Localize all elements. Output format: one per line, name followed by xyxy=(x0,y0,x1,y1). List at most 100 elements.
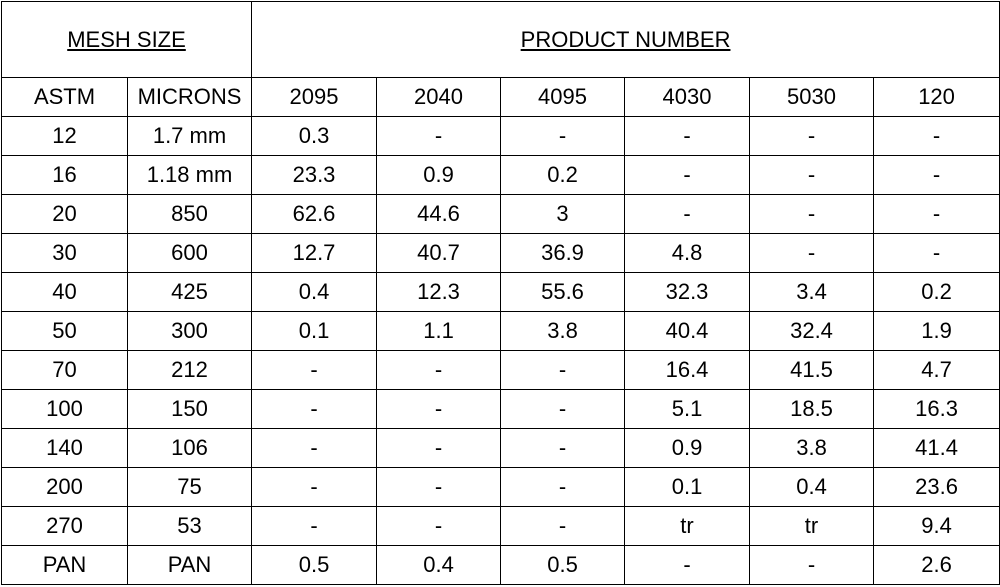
cell: 62.6 xyxy=(251,194,378,234)
cell: 5.1 xyxy=(624,389,751,429)
group-header: MESH SIZE xyxy=(0,1,253,78)
cell: 0.2 xyxy=(500,155,626,195)
cell: 0.5 xyxy=(251,545,378,585)
cell: - xyxy=(376,428,502,468)
column-header: 4095 xyxy=(500,77,626,117)
cell: 70 xyxy=(1,350,128,390)
cell: - xyxy=(749,194,875,234)
cell: - xyxy=(251,350,378,390)
cell: 1.7 mm xyxy=(126,116,253,156)
cell: - xyxy=(624,155,751,195)
data-row: PAN PAN 0.5 0.4 0.5- -2.6 xyxy=(1,545,1000,585)
cell: - xyxy=(873,233,1000,273)
cell: 1.1 xyxy=(376,311,502,351)
cell: 150 xyxy=(126,389,253,429)
column-header: ASTM xyxy=(1,77,128,117)
cell: 30 xyxy=(1,233,128,273)
cell: 0.9 xyxy=(376,155,502,195)
cell: 55.6 xyxy=(500,272,626,312)
cell: - xyxy=(251,428,378,468)
cell: - xyxy=(749,233,875,273)
cell: - xyxy=(500,467,626,507)
cell: 106 xyxy=(126,428,253,468)
cell: 41.4 xyxy=(873,428,1000,468)
cell: - xyxy=(376,116,502,156)
cell: - xyxy=(873,194,1000,234)
group-header: PRODUCT NUMBER xyxy=(251,1,1000,78)
cell: 23.3 xyxy=(251,155,378,195)
cell: 32.3 xyxy=(624,272,751,312)
cell: 140 xyxy=(1,428,128,468)
cell: 3.8 xyxy=(500,311,626,351)
cell: 4.8 xyxy=(624,233,751,273)
cell: - xyxy=(873,116,1000,156)
cell: 40 xyxy=(1,272,128,312)
column-header: 2095 xyxy=(251,77,378,117)
cell: 23.6 xyxy=(873,467,1000,507)
column-header: 2040 xyxy=(376,77,502,117)
data-row: 16 1.18 mm 23.3 0.9 0.2- - - xyxy=(1,155,1000,195)
cell: 0.5 xyxy=(500,545,626,585)
cell: 4.7 xyxy=(873,350,1000,390)
data-row: 270 53- - - tr tr 9.4 xyxy=(1,506,1000,546)
cell: - xyxy=(749,155,875,195)
cell: 12.3 xyxy=(376,272,502,312)
cell: 75 xyxy=(126,467,253,507)
data-row: 100 150- - -5.1 18.5 16.3 xyxy=(1,389,1000,429)
cell: - xyxy=(251,467,378,507)
cell: - xyxy=(376,389,502,429)
cell: 0.4 xyxy=(376,545,502,585)
cell: 12.7 xyxy=(251,233,378,273)
cell: 50 xyxy=(1,311,128,351)
column-header: MICRONS xyxy=(126,77,253,117)
cell: 212 xyxy=(126,350,253,390)
column-header: 5030 xyxy=(749,77,875,117)
cell: 1.18 mm xyxy=(126,155,253,195)
cell: 40.4 xyxy=(624,311,751,351)
cell: 9.4 xyxy=(873,506,1000,546)
cell: 40.7 xyxy=(376,233,502,273)
cell: - xyxy=(749,545,875,585)
cell: 32.4 xyxy=(749,311,875,351)
data-row: 12 1.7 mm 0.3- - - - - xyxy=(1,116,1000,156)
data-row: 50 300 0.1 1.1 3.8 40.4 32.4 1.9 xyxy=(1,311,1000,351)
cell: 16.3 xyxy=(873,389,1000,429)
data-row: 30 600 12.7 40.7 36.9 4.8- - xyxy=(1,233,1000,273)
cell: 3 xyxy=(500,194,626,234)
cell: 16.4 xyxy=(624,350,751,390)
cell: 270 xyxy=(1,506,128,546)
cell: - xyxy=(624,116,751,156)
data-row: 200 75- - -0.1 0.4 23.6 xyxy=(1,467,1000,507)
cell: 0.9 xyxy=(624,428,751,468)
cell: 0.1 xyxy=(624,467,751,507)
cell: - xyxy=(251,506,378,546)
cell: 16 xyxy=(1,155,128,195)
cell: - xyxy=(500,116,626,156)
cell: - xyxy=(749,116,875,156)
cell: - xyxy=(624,194,751,234)
cell: - xyxy=(251,389,378,429)
cell: 0.1 xyxy=(251,311,378,351)
group-header-row: MESH SIZE PRODUCT NUMBER xyxy=(0,1,1000,78)
cell: tr xyxy=(624,506,751,546)
cell: 3.4 xyxy=(749,272,875,312)
data-row: 40 425 0.4 12.3 55.6 32.3 3.4 0.2 xyxy=(1,272,1000,312)
cell: 0.4 xyxy=(749,467,875,507)
cell: 53 xyxy=(126,506,253,546)
cell: 200 xyxy=(1,467,128,507)
cell: PAN xyxy=(1,545,128,585)
cell: 18.5 xyxy=(749,389,875,429)
cell: 425 xyxy=(126,272,253,312)
cell: PAN xyxy=(126,545,253,585)
data-row: 140 106- - -0.9 3.8 41.4 xyxy=(1,428,1000,468)
cell: 36.9 xyxy=(500,233,626,273)
cell: - xyxy=(376,467,502,507)
cell: 850 xyxy=(126,194,253,234)
column-header: 120 xyxy=(873,77,1000,117)
cell: 1.9 xyxy=(873,311,1000,351)
cell: - xyxy=(873,155,1000,195)
cell: 100 xyxy=(1,389,128,429)
